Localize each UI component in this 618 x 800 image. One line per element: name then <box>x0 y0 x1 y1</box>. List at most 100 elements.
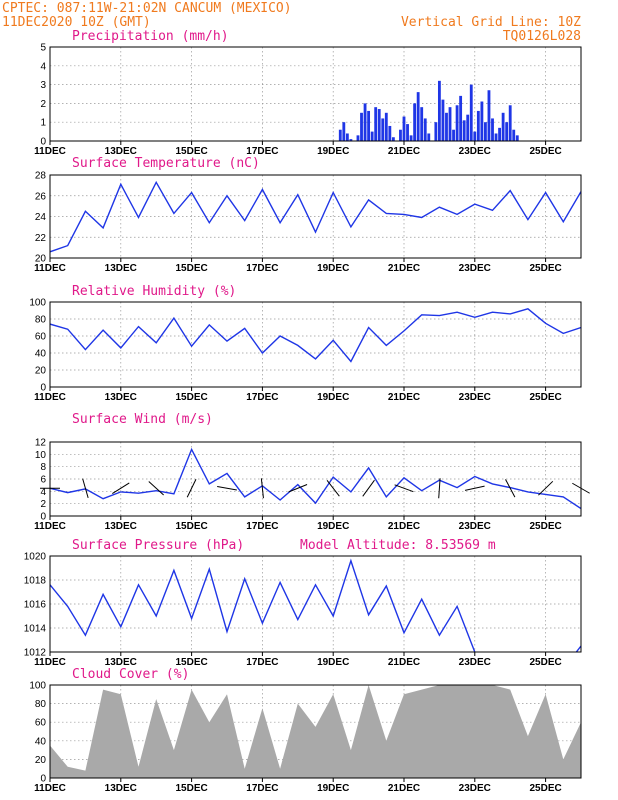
y-tick-label: 8 <box>40 462 46 473</box>
y-tick-label: 26 <box>35 191 47 202</box>
panel-title: Cloud Cover (%) <box>72 667 189 682</box>
x-tick-label: 25DEC <box>529 783 561 794</box>
y-tick-label: 100 <box>29 298 46 309</box>
precip-bar <box>388 125 392 141</box>
x-tick-label: 21DEC <box>388 146 420 157</box>
precip-bar <box>402 116 406 141</box>
y-tick-label: 40 <box>35 349 47 360</box>
precip-bar <box>501 112 505 141</box>
precip-bar <box>445 112 448 141</box>
x-tick-label: 13DEC <box>105 146 137 157</box>
x-tick-label: 23DEC <box>459 392 491 403</box>
series-line <box>50 558 581 652</box>
wind-arrow <box>505 479 516 498</box>
precip-bar <box>349 139 353 141</box>
precip-bar <box>338 129 342 141</box>
panel-title: Surface Wind (m/s) <box>72 412 213 427</box>
x-tick-label: 11DEC <box>34 521 66 532</box>
x-tick-label: 11DEC <box>34 392 66 403</box>
x-tick-label: 25DEC <box>529 521 561 532</box>
x-tick-label: 25DEC <box>529 146 561 157</box>
y-tick-label: 6 <box>40 475 46 486</box>
x-tick-label: 17DEC <box>246 146 278 157</box>
precip-bar <box>437 80 441 141</box>
wind-arrow <box>260 478 264 499</box>
x-tick-label: 13DEC <box>105 263 137 274</box>
header-date: 11DEC2020 10Z (GMT) <box>2 15 151 30</box>
y-tick-label: 22 <box>35 233 47 244</box>
x-tick-label: 13DEC <box>105 392 137 403</box>
y-tick-label: 4 <box>40 61 46 72</box>
x-tick-label: 17DEC <box>246 657 278 668</box>
precip-bar <box>420 107 424 141</box>
precip-bar <box>498 127 501 141</box>
y-tick-label: 20 <box>35 366 47 377</box>
y-tick-label: 40 <box>35 736 47 747</box>
precip-bar <box>455 105 459 141</box>
precip-bar <box>413 103 417 141</box>
x-tick-label: 21DEC <box>388 783 420 794</box>
y-tick-label: 1 <box>40 118 46 129</box>
x-tick-label: 15DEC <box>175 392 207 403</box>
precip-bar <box>505 122 509 141</box>
y-tick-label: 1020 <box>24 552 47 563</box>
panel-title: Relative Humidity (%) <box>72 284 236 299</box>
precip-bar <box>360 112 363 141</box>
precip-bar <box>406 124 409 141</box>
precip-bar <box>473 131 477 141</box>
precip-bar <box>480 101 484 141</box>
x-tick-label: 23DEC <box>459 263 491 274</box>
y-tick-label: 2 <box>40 99 46 110</box>
precip-bar <box>441 99 445 141</box>
wind-arrow <box>288 484 308 493</box>
panel-frame <box>49 684 582 779</box>
cloud-cover-area <box>50 685 581 778</box>
x-tick-label: 13DEC <box>105 521 137 532</box>
y-tick-label: 60 <box>35 332 47 343</box>
x-tick-label: 19DEC <box>317 146 349 157</box>
precip-bar <box>363 103 367 141</box>
y-tick-label: 0 <box>40 137 46 148</box>
x-tick-label: 23DEC <box>459 783 491 794</box>
y-tick-label: 60 <box>35 718 47 729</box>
panel-1: 0 1 2 3 4 5 11DEC 13DEC 15DEC 17DEC 19DEC 21DEC 23DE… <box>34 29 582 157</box>
precip-bar <box>434 122 438 141</box>
x-tick-label: 11DEC <box>34 657 66 668</box>
y-tick-label: 80 <box>35 699 47 710</box>
y-tick-label: 0 <box>40 774 46 785</box>
wind-arrow <box>394 484 414 493</box>
x-tick-label: 21DEC <box>388 392 420 403</box>
panel-5: 1012 1014 1016 1018 1020 11DEC 13DEC 15DEC 17DEC… <box>24 538 582 668</box>
precip-bar <box>487 90 491 141</box>
header-grid-line: Vertical Grid Line: 10Z <box>401 15 581 30</box>
y-tick-label: 28 <box>35 171 47 182</box>
panel-title: Precipitation (mm/h) <box>72 29 229 44</box>
header-model: TQ0126L028 <box>503 29 581 44</box>
panel-annotation: Model Altitude: 8.53569 m <box>300 538 496 553</box>
precip-bar <box>427 133 431 141</box>
precip-bar <box>494 133 498 141</box>
x-tick-label: 11DEC <box>34 146 66 157</box>
wind-arrow <box>326 480 340 497</box>
y-tick-label: 80 <box>35 315 47 326</box>
y-tick-label: 0 <box>40 383 46 394</box>
precip-bar <box>423 118 427 141</box>
precip-bar <box>416 92 420 141</box>
y-tick-label: 10 <box>35 450 47 461</box>
precip-bar <box>452 129 455 141</box>
x-tick-label: 23DEC <box>459 521 491 532</box>
precip-bar <box>374 107 378 141</box>
x-tick-label: 17DEC <box>246 783 278 794</box>
wind-arrow <box>362 479 375 497</box>
x-tick-label: 15DEC <box>175 657 207 668</box>
precip-bar <box>409 135 413 141</box>
x-tick-label: 21DEC <box>388 263 420 274</box>
precip-bar <box>391 137 395 141</box>
panel-frame <box>49 174 582 259</box>
header-station: CPTEC: 087:11W-21:02N CANCUM (MEXICO) <box>2 1 292 16</box>
x-tick-label: 15DEC <box>175 263 207 274</box>
x-tick-label: 19DEC <box>317 392 349 403</box>
precip-bar <box>367 110 371 141</box>
y-tick-label: 1014 <box>24 624 47 635</box>
panel-3: 0 20 40 60 80 100 11DEC 13DEC 15DEC 17DEC 19DEC 21D… <box>29 284 582 403</box>
